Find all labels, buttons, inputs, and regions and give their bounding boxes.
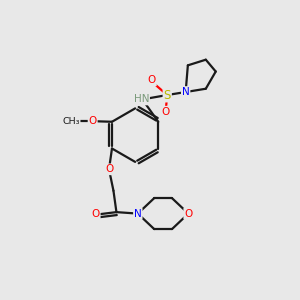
Text: O: O — [92, 209, 100, 220]
Text: O: O — [148, 76, 156, 85]
Text: O: O — [184, 208, 193, 219]
Text: HN: HN — [134, 94, 149, 104]
Text: N: N — [182, 87, 190, 97]
Text: O: O — [88, 116, 97, 126]
Text: S: S — [164, 88, 171, 101]
Text: O: O — [105, 164, 113, 174]
Text: O: O — [162, 107, 170, 117]
Text: CH₃: CH₃ — [62, 117, 80, 126]
Text: N: N — [134, 208, 142, 219]
